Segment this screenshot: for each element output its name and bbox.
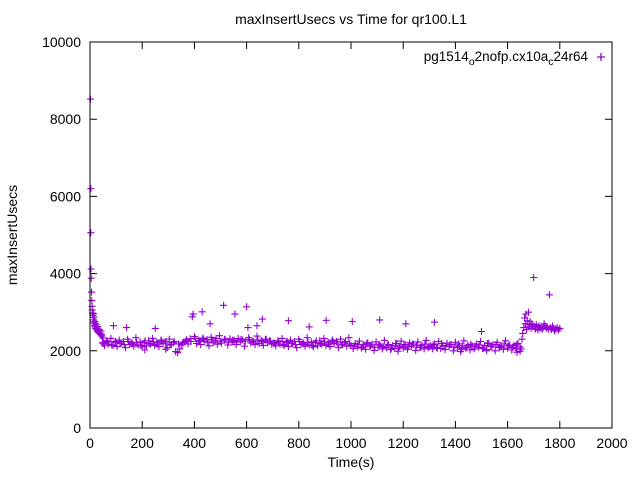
x-tick-label: 1000	[335, 435, 366, 451]
x-tick-label: 1400	[440, 435, 471, 451]
y-tick-label: 2000	[50, 343, 81, 359]
y-tick-label: 8000	[50, 111, 81, 127]
axis-ticks: 0 200 400 600 800 1000 1200 1400 1600 1800 2000 0 20…	[42, 34, 628, 451]
y-tick-label: 4000	[50, 266, 81, 282]
y-tick-label: 6000	[50, 188, 81, 204]
chart-title: maxInsertUsecs vs Time for qr100.L1	[235, 11, 467, 27]
x-tick-label: 600	[235, 435, 259, 451]
x-tick-label: 200	[131, 435, 155, 451]
plot-border	[89, 41, 613, 429]
x-tick-label: 1200	[388, 435, 419, 451]
y-tick-label: 0	[73, 420, 81, 436]
legend-plus-marker-icon	[597, 53, 605, 61]
x-tick-label: 800	[287, 435, 311, 451]
x-tick-label: 1600	[492, 435, 523, 451]
y-tick-label: 10000	[42, 34, 81, 50]
legend-series-label: pg1514o2nofp.cx10ac24r64	[424, 49, 589, 68]
x-tick-label: 2000	[596, 435, 627, 451]
x-axis-label: Time(s)	[328, 454, 375, 470]
x-tick-label: 400	[183, 435, 207, 451]
x-tick-label: 0	[86, 435, 94, 451]
y-axis-label: maxInsertUsecs	[4, 185, 20, 285]
x-tick-label: 1800	[544, 435, 575, 451]
legend: pg1514o2nofp.cx10ac24r64	[424, 49, 605, 68]
